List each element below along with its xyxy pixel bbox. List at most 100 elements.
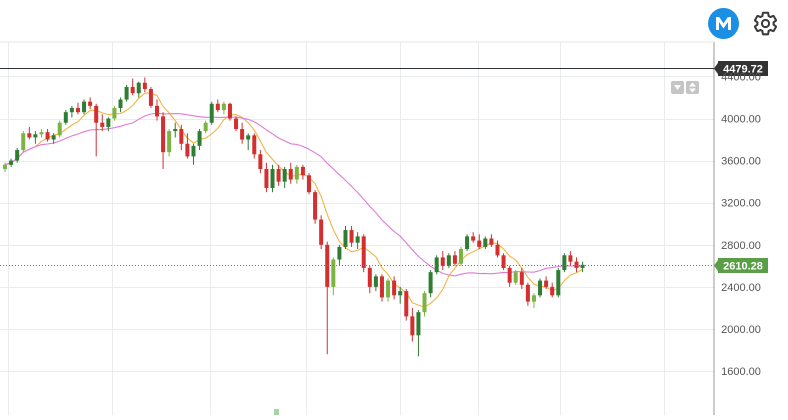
candle-body-54	[331, 259, 336, 287]
y-tick-label-2: 2400.00	[721, 282, 761, 294]
candle-50	[307, 173, 311, 195]
candle-body-8	[51, 135, 56, 140]
candle-94	[574, 257, 579, 273]
candle-body-48	[294, 166, 299, 180]
candle-body-12	[75, 107, 80, 113]
candle-body-65	[398, 291, 403, 296]
candle-body-82	[501, 255, 506, 268]
candle-body-18	[112, 107, 117, 119]
candle-17	[106, 117, 111, 132]
candle-body-37	[227, 103, 232, 119]
candle-8	[51, 133, 56, 144]
m-logo-icon[interactable]	[708, 8, 739, 39]
scroll-down-button[interactable]	[671, 81, 684, 94]
scroll-updown-button[interactable]	[686, 81, 699, 94]
candle-body-90	[550, 286, 555, 296]
candle-33	[203, 120, 208, 134]
candle-body-95	[580, 264, 585, 268]
ma-slow-line	[4, 112, 583, 277]
candle-44	[270, 164, 275, 193]
candle-body-40	[246, 135, 251, 140]
candle-body-66	[404, 291, 409, 317]
candle-72	[440, 251, 445, 271]
candle-4	[27, 126, 32, 140]
candle-body-81	[495, 244, 500, 256]
candle-66	[404, 289, 409, 321]
candle-body-89	[544, 280, 549, 287]
y-axis: 1600.00 2000.00 2400.00 2800.00 3200.00 3600.…	[721, 71, 761, 378]
candle-body-19	[118, 99, 123, 108]
candle-body-68	[416, 312, 421, 336]
candle-48	[294, 164, 299, 184]
candle-24	[148, 86, 153, 108]
candle-27	[167, 129, 172, 157]
candle-36	[221, 101, 226, 115]
candle-3	[21, 131, 26, 153]
candle-body-4	[27, 133, 32, 138]
candle-body-45	[276, 169, 281, 182]
candle-67	[410, 307, 415, 342]
candle-body-91	[556, 270, 561, 296]
moving-averages	[4, 92, 583, 308]
candle-55	[337, 244, 342, 266]
candle-body-57	[349, 230, 354, 243]
candle-51	[313, 190, 318, 224]
candle-body-14	[88, 101, 93, 106]
candle-body-74	[452, 255, 457, 264]
candle-23	[142, 77, 147, 93]
candle-body-31	[191, 145, 196, 157]
gear-icon[interactable]	[752, 10, 779, 37]
ma-fast-line	[4, 92, 583, 308]
candle-61	[373, 274, 378, 292]
crosshair-cursor-marker	[274, 409, 279, 415]
scroll-controls	[671, 81, 699, 94]
candle-body-92	[562, 255, 567, 271]
candle-body-67	[410, 316, 415, 336]
candle-25	[155, 99, 159, 121]
candle-90	[550, 282, 555, 298]
candle-body-24	[148, 89, 153, 106]
candle-83	[507, 265, 512, 287]
candle-88	[538, 278, 543, 298]
candle-77	[471, 232, 476, 243]
price-badge-1	[718, 258, 768, 273]
candle-39	[240, 122, 245, 144]
candle-80	[489, 234, 494, 247]
candle-body-76	[465, 236, 470, 250]
y-tick-label-1: 2000.00	[721, 324, 761, 336]
candle-body-75	[459, 249, 463, 264]
candle-body-3	[21, 133, 26, 151]
candle-body-63	[386, 280, 391, 298]
candle-35	[215, 99, 220, 113]
candle-32	[197, 129, 202, 151]
candle-body-79	[483, 238, 488, 247]
candle-30	[185, 133, 190, 159]
price-lines: 4479.72 2610.28	[0, 61, 768, 273]
candle-59	[361, 234, 366, 273]
candle-body-34	[209, 103, 214, 123]
candle-body-13	[82, 101, 87, 113]
candle-26	[161, 112, 166, 170]
candle-body-56	[343, 230, 348, 247]
candle-body-58	[355, 236, 360, 243]
candle-95	[580, 261, 585, 273]
candle-body-27	[167, 131, 172, 153]
candle-1	[9, 158, 14, 167]
triangle-down-icon	[674, 85, 681, 90]
candle-body-25	[155, 105, 159, 117]
candle-31	[191, 143, 196, 165]
candle-body-64	[392, 280, 397, 296]
candle-87	[531, 293, 536, 308]
candle-body-22	[136, 82, 141, 94]
candle-body-23	[142, 82, 147, 90]
candle-body-33	[203, 122, 208, 132]
candle-40	[246, 133, 251, 151]
candle-49	[300, 164, 305, 180]
candle-body-47	[288, 169, 293, 180]
candle-body-1	[9, 160, 14, 165]
candle-body-0	[3, 164, 7, 170]
candle-body-9	[57, 122, 62, 136]
candle-56	[343, 225, 348, 250]
